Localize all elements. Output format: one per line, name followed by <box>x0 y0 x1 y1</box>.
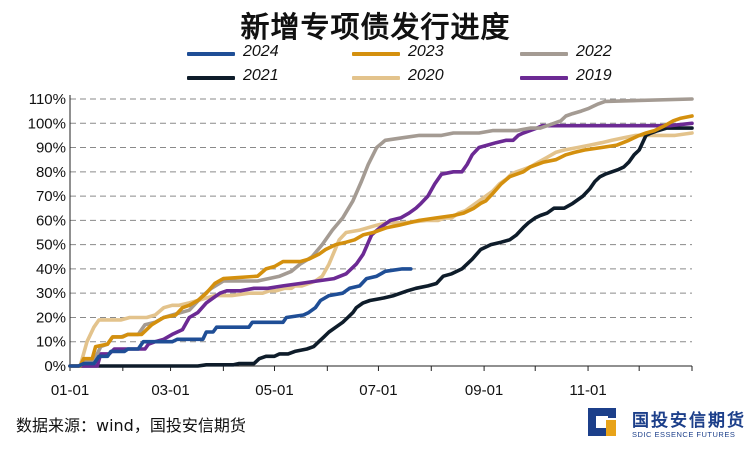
legend-label-2020: 2020 <box>408 67 444 84</box>
y-tick-label: 100% <box>28 115 66 132</box>
y-tick-label: 90% <box>36 140 66 157</box>
legend-label-2023: 2023 <box>408 43 444 60</box>
y-tick-label: 110% <box>29 91 66 108</box>
legend-swatch-2024 <box>187 52 235 56</box>
x-tick-label: 11-01 <box>569 382 606 399</box>
company-logo: 国投安信期货 SDIC ESSENCE FUTURES <box>586 406 746 446</box>
legend-label-2022: 2022 <box>576 43 612 60</box>
legend-label-2024: 2024 <box>243 43 279 60</box>
y-tick-label: 60% <box>36 212 66 229</box>
y-tick-label: 80% <box>36 164 66 181</box>
legend-label-2019: 2019 <box>576 67 612 84</box>
series-line-2020 <box>68 131 694 368</box>
y-tick-label: 0% <box>44 358 66 375</box>
y-tick-label: 40% <box>36 261 66 278</box>
x-tick-label: 07-01 <box>359 382 397 399</box>
y-tick-label: 50% <box>36 237 66 254</box>
legend-swatch-2021 <box>187 76 235 80</box>
legend-swatch-2023 <box>352 52 400 56</box>
y-tick-label: 20% <box>36 309 66 326</box>
x-tick-label: 05-01 <box>255 382 293 399</box>
series-line-2023 <box>68 114 694 368</box>
chart-title: 新增专项债发行进度 <box>240 10 511 44</box>
logo-text-cn: 国投安信期货 <box>632 411 746 431</box>
x-tick-label: 09-01 <box>465 382 503 399</box>
company-logo-icon <box>588 408 616 436</box>
legend-swatch-2019 <box>520 76 568 80</box>
legend-swatch-2022 <box>520 52 568 56</box>
data-source-note: 数据来源：wind，国投安信期货 <box>16 416 246 435</box>
series-line-2024 <box>68 267 413 368</box>
x-tick-label: 03-01 <box>151 382 189 399</box>
series-line-2022 <box>68 97 694 368</box>
logo-text-en: SDIC ESSENCE FUTURES <box>632 430 736 439</box>
legend-swatch-2020 <box>352 76 400 80</box>
y-tick-label: 30% <box>36 285 66 302</box>
y-tick-label: 70% <box>36 188 66 205</box>
y-tick-label: 10% <box>36 334 66 351</box>
legend-label-2021: 2021 <box>243 67 279 84</box>
series-line-2021 <box>68 126 694 368</box>
x-tick-label: 01-01 <box>51 382 89 399</box>
